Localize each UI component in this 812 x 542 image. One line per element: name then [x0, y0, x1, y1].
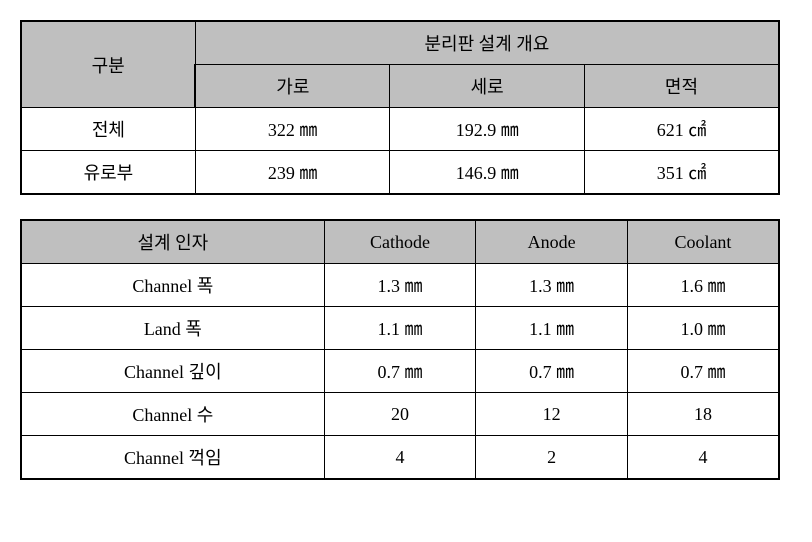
- table-row: 전체 322 ㎜ 192.9 ㎜ 621 ㎠: [21, 108, 779, 151]
- row-anode: 0.7 ㎜: [476, 350, 628, 393]
- row-coolant: 1.0 ㎜: [627, 307, 779, 350]
- overview-table: 구분 분리판 설계 개요 가로 세로 면적 전체 322 ㎜ 192.9 ㎜ 6…: [20, 20, 780, 195]
- header-category: 구분: [21, 21, 195, 108]
- row-width: 322 ㎜: [195, 108, 390, 151]
- row-cathode: 1.3 ㎜: [324, 264, 476, 307]
- row-label: Channel 폭: [21, 264, 324, 307]
- header-param: 설계 인자: [21, 220, 324, 264]
- table-row: Land 폭 1.1 ㎜ 1.1 ㎜ 1.0 ㎜: [21, 307, 779, 350]
- table-row: Channel 깊이 0.7 ㎜ 0.7 ㎜ 0.7 ㎜: [21, 350, 779, 393]
- row-label: 유로부: [21, 151, 195, 195]
- table-row: 유로부 239 ㎜ 146.9 ㎜ 351 ㎠: [21, 151, 779, 195]
- row-coolant: 4: [627, 436, 779, 480]
- header-area: 면적: [584, 65, 779, 108]
- header-overview: 분리판 설계 개요: [195, 21, 779, 65]
- row-cathode: 4: [324, 436, 476, 480]
- row-anode: 1.1 ㎜: [476, 307, 628, 350]
- row-area: 621 ㎠: [584, 108, 779, 151]
- table-row: Channel 수 20 12 18: [21, 393, 779, 436]
- row-label: Channel 꺽임: [21, 436, 324, 480]
- row-label: Channel 깊이: [21, 350, 324, 393]
- row-label: Land 폭: [21, 307, 324, 350]
- header-coolant: Coolant: [627, 220, 779, 264]
- table-header-row: 설계 인자 Cathode Anode Coolant: [21, 220, 779, 264]
- header-cathode: Cathode: [324, 220, 476, 264]
- row-anode: 12: [476, 393, 628, 436]
- row-anode: 2: [476, 436, 628, 480]
- table-row: Channel 폭 1.3 ㎜ 1.3 ㎜ 1.6 ㎜: [21, 264, 779, 307]
- row-area: 351 ㎠: [584, 151, 779, 195]
- row-cathode: 1.1 ㎜: [324, 307, 476, 350]
- parameters-table: 설계 인자 Cathode Anode Coolant Channel 폭 1.…: [20, 219, 780, 480]
- row-label: 전체: [21, 108, 195, 151]
- row-label: Channel 수: [21, 393, 324, 436]
- row-coolant: 1.6 ㎜: [627, 264, 779, 307]
- header-height: 세로: [390, 65, 585, 108]
- row-cathode: 0.7 ㎜: [324, 350, 476, 393]
- row-width: 239 ㎜: [195, 151, 390, 195]
- row-coolant: 18: [627, 393, 779, 436]
- table-row: Channel 꺽임 4 2 4: [21, 436, 779, 480]
- row-height: 192.9 ㎜: [390, 108, 585, 151]
- row-cathode: 20: [324, 393, 476, 436]
- row-anode: 1.3 ㎜: [476, 264, 628, 307]
- header-width: 가로: [195, 65, 390, 108]
- table-header-row: 구분 분리판 설계 개요: [21, 21, 779, 65]
- row-coolant: 0.7 ㎜: [627, 350, 779, 393]
- header-anode: Anode: [476, 220, 628, 264]
- row-height: 146.9 ㎜: [390, 151, 585, 195]
